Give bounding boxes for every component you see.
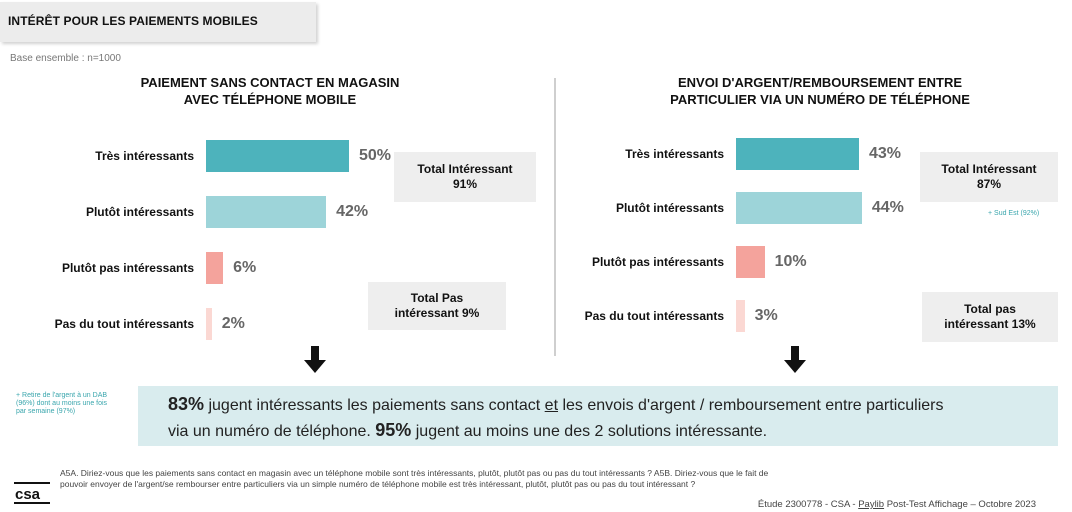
chart2-total-positive-value: 87% (976, 177, 1002, 191)
page-title: INTÉRÊT POUR LES PAIEMENTS MOBILES (8, 14, 258, 28)
summary-text-2b: jugent au moins une des 2 solutions inté… (411, 423, 768, 440)
chart1-category-label: Pas du tout intéressants (54, 317, 194, 331)
down-arrow-icon (784, 346, 806, 373)
logo-text: csa (15, 486, 41, 503)
chart2-bar (736, 138, 859, 170)
chart2-title-line2: PARTICULIER VIA UN NUMÉRO DE TÉLÉPHONE (670, 92, 970, 107)
chart2-total-negative: Total pas intéressant 13% (922, 292, 1058, 342)
chart2-total-positive-note: + Sud Est (92%) (988, 210, 1040, 217)
chart2-total-negative-value: intéressant 13% (944, 317, 1036, 331)
chart2-value-label: 3% (754, 307, 778, 324)
summary-text-2a: via un numéro de téléphone. (168, 423, 376, 440)
chart2-title-line1: ENVOI D'ARGENT/REMBOURSEMENT ENTRE (677, 75, 963, 90)
footer-link: Paylib (858, 499, 885, 510)
chart2-bar (736, 192, 862, 224)
chart1-title-line1: PAIEMENT SANS CONTACT EN MAGASIN (140, 75, 400, 90)
summary-banner: 83% jugent intéressants les paiements sa… (138, 386, 1058, 446)
summary-text-1a: jugent intéressants les paiements sans c… (204, 397, 545, 414)
chart1-value-label: 42% (336, 203, 369, 220)
chart1-total-negative-label: Total Pas intéressant 9% (394, 291, 480, 320)
left-note: + Retire de l'argent à un DAB (96%) dont… (16, 392, 108, 415)
summary-pct-2: 95% (375, 420, 412, 440)
chart1-bar (206, 308, 212, 340)
title-box (0, 2, 316, 42)
chart2-category-label: Plutôt intéressants (615, 201, 724, 215)
chart2-value-label: 10% (774, 253, 807, 270)
down-arrow-icon (304, 346, 326, 373)
csa-logo: csa (14, 482, 50, 504)
chart2-value-label: 44% (871, 199, 904, 216)
chart1-value-label: 6% (233, 259, 257, 276)
footer-text-a: Étude 2300778 - CSA - (757, 499, 859, 510)
chart1-title-line2: AVEC TÉLÉPHONE MOBILE (183, 92, 357, 107)
chart1-category-label: Plutôt pas intéressants (61, 261, 194, 275)
chart1-total-positive-label: Total Intéressant (417, 162, 513, 176)
chart2-total-positive: Total Intéressant 87% (920, 152, 1058, 202)
chart2-bar (736, 246, 765, 278)
chart1-bar (206, 196, 327, 228)
chart1-bar (206, 140, 349, 172)
chart1-title: PAIEMENT SANS CONTACT EN MAGASIN AVEC TÉ… (110, 74, 430, 108)
chart1-category-label: Très intéressants (95, 149, 194, 163)
chart1-total-positive: Total Intéressant 91% (394, 152, 536, 202)
chart1-value-label: 50% (359, 147, 392, 164)
chart1-bar (206, 252, 224, 284)
footer: Étude 2300778 - CSA - Paylib Post-Test A… (758, 499, 1036, 510)
chart1-category-label: Plutôt intéressants (85, 205, 194, 219)
summary-text-et: et (544, 397, 559, 414)
summary-text-1b: les envois d'argent / remboursement entr… (558, 397, 944, 414)
summary-line-2: via un numéro de téléphone. 95% jugent a… (168, 418, 1058, 444)
chart2-title: ENVOI D'ARGENT/REMBOURSEMENT ENTRE PARTI… (630, 74, 1010, 108)
chart2-total-negative-label: Total pas (964, 302, 1016, 316)
question-text: A5A. Diriez-vous que les paiements sans … (60, 468, 769, 489)
chart2-category-label: Plutôt pas intéressants (591, 255, 724, 269)
chart2-bar (736, 300, 745, 332)
chart-divider (554, 78, 556, 356)
base-text: Base ensemble : n=1000 (10, 53, 121, 64)
chart1-total-positive-value: 91% (452, 177, 478, 191)
chart2-category-label: Très intéressants (625, 147, 724, 161)
chart2-value-label: 43% (868, 145, 901, 162)
chart1-value-label: 2% (221, 315, 245, 332)
footer-text-b: Post-Test Affichage – Octobre 2023 (884, 499, 1036, 510)
chart2-category-label: Pas du tout intéressants (584, 309, 724, 323)
summary-line-1: 83% jugent intéressants les paiements sa… (168, 392, 1058, 418)
chart2-total-positive-label: Total Intéressant (941, 162, 1037, 176)
summary-pct-1: 83% (168, 394, 205, 414)
chart1-total-negative: Total Pas intéressant 9% (368, 282, 506, 330)
